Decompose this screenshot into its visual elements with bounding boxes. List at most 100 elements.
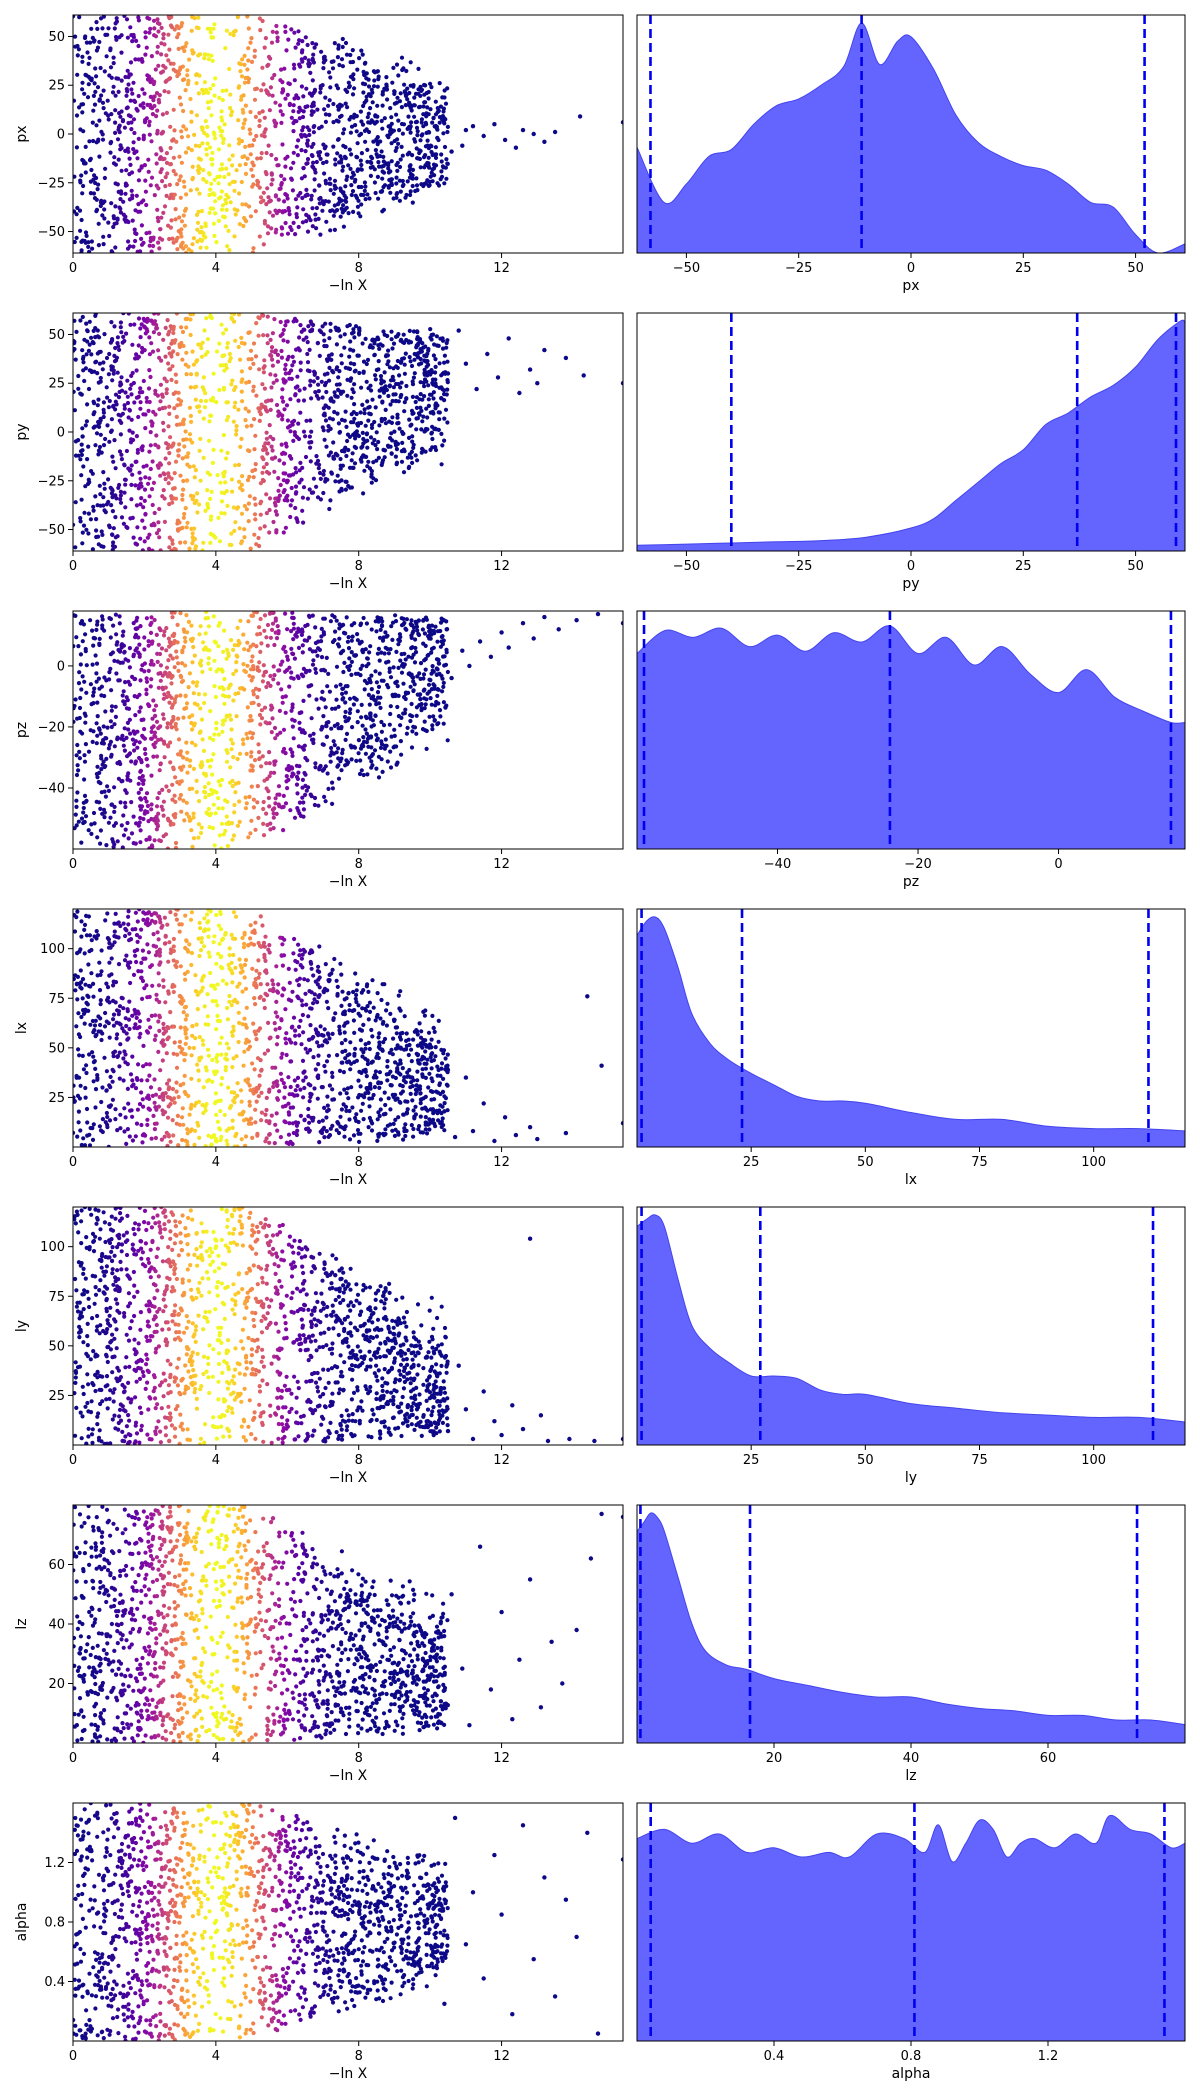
x-tick-label: 8 [355,1751,363,1766]
x-tick-label: −25 [785,261,812,276]
x-tick-label: 4 [212,1155,220,1170]
y-tick-label: −40 [38,781,65,796]
sample-point [463,1942,469,1947]
x-tick-label: 1.2 [1038,2049,1059,2064]
sample-point [599,1063,604,1068]
marginal-density [637,916,1185,1147]
trace-panel-px: 0 4 8 12 −50 −25 0 25 50 −ln X px [14,14,624,294]
sample-point [517,1657,522,1662]
x-axis-label: −ln X [329,874,368,890]
x-tick-label: 100 [1081,1453,1106,1468]
y-axis-label: pz [14,722,30,738]
x-tick-label: −50 [673,261,700,276]
x-tick-label: 50 [857,1453,874,1468]
x-tick-label: 8 [355,559,363,574]
y-tick-label: 50 [48,1041,65,1056]
sample-point [477,639,483,644]
marginal-panel-pz: −40 −20 0 pz [636,610,1186,890]
sample-point [442,1109,447,1114]
x-tick-label: 20 [766,1751,783,1766]
sample-point [467,1723,472,1728]
axes-frame [636,610,1186,850]
x-tick-label: 0 [1054,857,1062,872]
y-tick-label: −25 [38,176,65,191]
y-tick-label: 25 [48,1091,65,1106]
marginal-density [637,1512,1185,1743]
y-tick-label: 75 [48,1290,65,1305]
sample-point [452,1815,458,1821]
x-axis-label: −ln X [329,1768,368,1784]
y-tick-label: 0.4 [44,1975,65,1990]
sample-point [506,645,511,650]
sample-point [499,1609,504,1615]
y-axis-label: lx [14,1022,30,1034]
sample-point [592,1438,597,1444]
sample-point [520,1426,526,1432]
sample-point [620,1514,623,1520]
y-tick-label: 0 [57,659,65,674]
sample-point [510,2012,515,2017]
sample-point [492,1852,497,1858]
sample-point [424,1423,429,1428]
x-axis-label: py [902,576,919,592]
marginal-panel-px: −50 −25 0 25 50 px [636,14,1186,294]
sample-point [431,1025,436,1031]
sample-cloud [73,1505,450,1743]
sample-point [542,614,547,620]
sample-point [502,137,508,143]
x-tick-label: 12 [493,1751,510,1766]
x-tick-label: 25 [743,1155,760,1170]
x-tick-label: 12 [493,2049,510,2064]
marginal-panel-ly: 25 50 75 100 ly [636,1206,1186,1486]
sample-point [563,355,569,361]
x-tick-label: 0.4 [764,2049,785,2064]
sample-point [460,143,465,148]
sample-point [492,1419,497,1424]
sample-point [481,1101,486,1106]
sample-point [620,381,623,386]
y-tick-label: −50 [38,225,65,240]
trace-panel-ly: 0 4 8 12 25 50 75 100 −ln X ly [14,1206,624,1486]
sample-cloud [73,1207,450,1445]
sample-point [552,129,558,135]
sample-point [463,1075,469,1080]
sample-point [452,1134,458,1140]
sample-point [424,1121,429,1126]
sample-point [481,133,486,139]
sample-point [620,1857,623,1862]
sample-point [556,627,561,632]
sample-point [492,1138,497,1144]
sample-cloud [73,1803,450,2041]
y-tick-label: 40 [48,1618,65,1633]
x-tick-label: −40 [764,857,791,872]
sample-point [477,1544,483,1549]
sample-point [599,1511,604,1517]
sample-point [449,675,454,681]
x-tick-label: 4 [212,1751,220,1766]
x-tick-label: 12 [493,1155,510,1170]
x-axis-label: −ln X [329,576,368,592]
sample-point [549,1639,554,1645]
marginal-panel-lx: 25 50 75 100 lx [636,908,1186,1188]
axes-frame [72,312,624,552]
sample-point [435,135,440,141]
sample-point [520,127,526,133]
sample-point [502,1115,508,1120]
sample-point [485,351,490,357]
sample-point [531,1957,536,1962]
sample-point [456,328,461,333]
sample-point [552,1994,558,1999]
sample-point [499,1912,504,1917]
x-tick-label: 0 [907,559,915,574]
x-tick-label: 40 [903,1751,920,1766]
sample-point [492,122,497,127]
sample-point [442,2001,447,2007]
x-tick-label: 25 [743,1453,760,1468]
trace-panel-pz: 0 4 8 12 −40 −20 0 −ln X pz [14,610,624,890]
sample-point [499,1432,504,1438]
x-tick-label: 4 [212,559,220,574]
x-tick-label: 60 [1040,1751,1057,1766]
x-tick-label: 50 [857,1155,874,1170]
y-tick-label: −50 [38,523,65,538]
sample-point [460,648,465,653]
